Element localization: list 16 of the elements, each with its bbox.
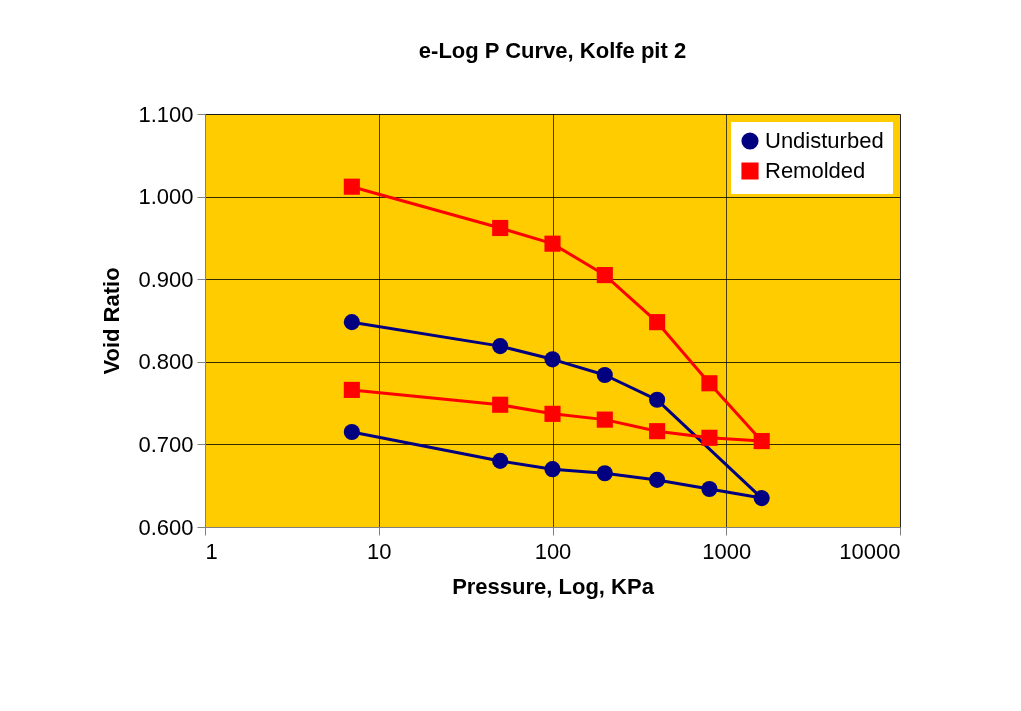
y-tick-label: 0.600 (138, 514, 194, 540)
y-tick-label: 0.900 (138, 266, 194, 292)
y-tick-label: 1.100 (138, 101, 194, 127)
chart-title: e-Log P Curve, Kolfe pit 2 (418, 38, 687, 63)
x-tick-label: 1 (205, 538, 218, 564)
legend-label: Remolded (765, 158, 866, 183)
y-tick-label: 0.800 (138, 349, 194, 375)
x-tick-label: 1000 (702, 538, 752, 564)
y-tick-label: 0.700 (138, 431, 194, 457)
x-tick-label: 10000 (839, 538, 901, 564)
y-tick-label: 1.000 (138, 184, 194, 210)
x-axis-title: Pressure, Log, KPa (452, 573, 655, 599)
x-tick-label: 100 (534, 538, 572, 564)
legend-label: Undisturbed (765, 128, 884, 153)
x-tick-label: 10 (367, 538, 392, 564)
y-axis-title: Void Ratio (99, 267, 125, 375)
